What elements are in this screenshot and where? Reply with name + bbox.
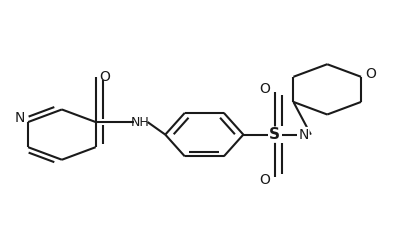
Text: O: O [99,70,110,84]
Text: NH: NH [131,116,150,128]
Text: O: O [259,173,270,187]
Text: O: O [259,82,270,96]
Text: O: O [365,67,376,81]
Text: S: S [269,127,280,142]
Text: N: N [299,128,309,142]
Text: N: N [14,111,25,125]
